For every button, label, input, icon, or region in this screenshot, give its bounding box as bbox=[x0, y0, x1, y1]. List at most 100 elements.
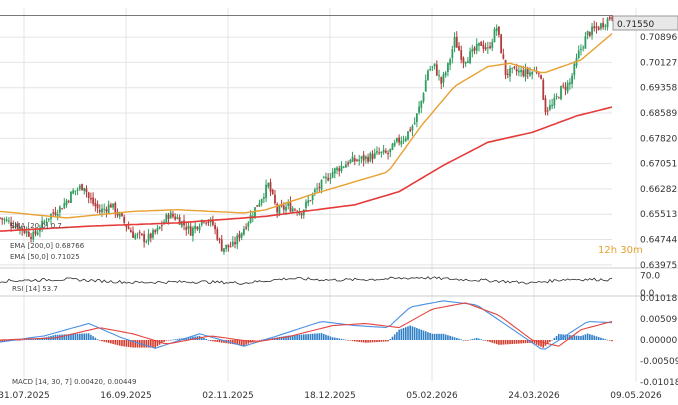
candle-body bbox=[90, 197, 92, 200]
macd-histogram-bar bbox=[542, 340, 545, 348]
macd-histogram-bar bbox=[455, 337, 458, 340]
macd-histogram-bar bbox=[205, 338, 208, 340]
candle-body bbox=[597, 27, 600, 30]
macd-histogram-bar bbox=[518, 340, 520, 344]
candle-body bbox=[169, 212, 172, 219]
macd-histogram-bar bbox=[340, 338, 343, 340]
price-tick-label: 0.64744 bbox=[640, 236, 677, 246]
candle-body bbox=[76, 189, 79, 191]
macd-histogram-bar bbox=[571, 335, 573, 340]
macd-histogram-bar bbox=[85, 333, 88, 340]
x-tick-label: 24.03.2026 bbox=[508, 391, 560, 401]
candle-body bbox=[271, 190, 274, 194]
macd-histogram-bar bbox=[475, 337, 478, 340]
macd-histogram-bar bbox=[116, 340, 119, 346]
x-tick-label: 02.11.2025 bbox=[202, 391, 254, 401]
candle-body bbox=[371, 154, 374, 160]
candle-body bbox=[203, 221, 205, 223]
candle-body bbox=[564, 86, 567, 90]
macd-histogram-bar bbox=[349, 340, 352, 341]
candle-body bbox=[152, 230, 154, 238]
macd-histogram-bar bbox=[506, 340, 509, 345]
candle-body bbox=[94, 203, 97, 207]
macd-histogram-bar bbox=[531, 340, 533, 343]
candle-body bbox=[429, 68, 432, 71]
price-tick-label: 0.68589 bbox=[640, 109, 677, 119]
candle-body bbox=[540, 75, 542, 79]
candle-body bbox=[63, 203, 66, 209]
candle-body bbox=[216, 229, 219, 240]
macd-histogram-bar bbox=[438, 333, 440, 340]
macd-histogram-bar bbox=[61, 334, 63, 340]
macd-histogram-bar bbox=[600, 337, 602, 340]
macd-histogram-bar bbox=[513, 340, 516, 344]
price-tick-label: 0.69358 bbox=[640, 84, 677, 94]
candle-body bbox=[43, 221, 46, 223]
macd-histogram-bar bbox=[218, 340, 221, 343]
macd-histogram-bar bbox=[258, 340, 261, 341]
macd-histogram-bar bbox=[107, 340, 110, 343]
candle-body bbox=[400, 140, 403, 145]
candle-body bbox=[333, 168, 336, 174]
candle-body bbox=[356, 159, 358, 161]
macd-histogram-bar bbox=[96, 339, 99, 340]
candle-body bbox=[502, 54, 505, 59]
macd-histogram-bar bbox=[294, 335, 296, 340]
legend-ema20: EMA [20,0] 0.7... bbox=[10, 222, 69, 230]
candle-body bbox=[141, 233, 143, 235]
macd-histogram-bar bbox=[1, 340, 4, 342]
candle-body bbox=[70, 191, 72, 203]
macd-histogram-bar bbox=[65, 334, 68, 340]
candle-body bbox=[172, 213, 174, 217]
macd-histogram-bar bbox=[154, 340, 157, 348]
macd-histogram-bar bbox=[575, 335, 578, 340]
candle-body bbox=[109, 204, 112, 208]
candle-body bbox=[27, 231, 30, 237]
candle-body bbox=[180, 221, 183, 227]
macd-histogram-bar bbox=[586, 333, 589, 340]
candle-body bbox=[373, 152, 376, 159]
macd-histogram-bar bbox=[19, 340, 21, 341]
macd-histogram-bar bbox=[163, 340, 165, 342]
price-panel bbox=[0, 15, 613, 255]
candle-body bbox=[240, 232, 243, 238]
macd-histogram-bar bbox=[424, 331, 427, 340]
last-price-label: 0.71550 bbox=[617, 20, 654, 30]
macd-histogram-bar bbox=[371, 340, 374, 343]
candle-body bbox=[486, 47, 489, 49]
candle-body bbox=[220, 239, 223, 252]
axes: 31.07.2025 16.09.2025 02.11.2025 18.12.2025… bbox=[0, 33, 678, 401]
candle-body bbox=[382, 149, 385, 153]
macd-histogram-bar bbox=[436, 333, 438, 340]
candle-body bbox=[278, 206, 281, 215]
macd-histogram-bar bbox=[495, 340, 498, 345]
candle-body bbox=[413, 122, 416, 125]
macd-histogram-bar bbox=[564, 334, 567, 340]
macd-histogram-bar bbox=[134, 340, 137, 348]
candle-body bbox=[325, 176, 327, 179]
candle-body bbox=[475, 43, 478, 51]
rsi-panel bbox=[0, 267, 678, 285]
candle-body bbox=[584, 36, 587, 49]
candle-body bbox=[340, 165, 343, 172]
macd-histogram-bar bbox=[540, 340, 542, 347]
candle-body bbox=[462, 57, 465, 63]
candle-body bbox=[3, 219, 6, 221]
candle-body bbox=[560, 86, 562, 100]
macd-histogram-bar bbox=[489, 340, 491, 343]
macd-histogram-bar bbox=[407, 326, 409, 340]
candle-body bbox=[267, 183, 270, 187]
macd-histogram-bar bbox=[580, 336, 582, 340]
macd-histogram-bar bbox=[79, 333, 81, 340]
candle-body bbox=[138, 232, 141, 234]
macd-histogram-bar bbox=[378, 340, 380, 342]
candle-body bbox=[557, 97, 560, 99]
macd-histogram-bar bbox=[608, 340, 611, 341]
macd-histogram-bar bbox=[267, 338, 270, 340]
candle-body bbox=[313, 189, 316, 193]
candle-body bbox=[380, 151, 383, 154]
macd-histogram-bar bbox=[92, 336, 94, 340]
macd-histogram-bar bbox=[30, 338, 32, 340]
macd-histogram-bar bbox=[25, 339, 28, 340]
candle-body bbox=[185, 227, 188, 230]
